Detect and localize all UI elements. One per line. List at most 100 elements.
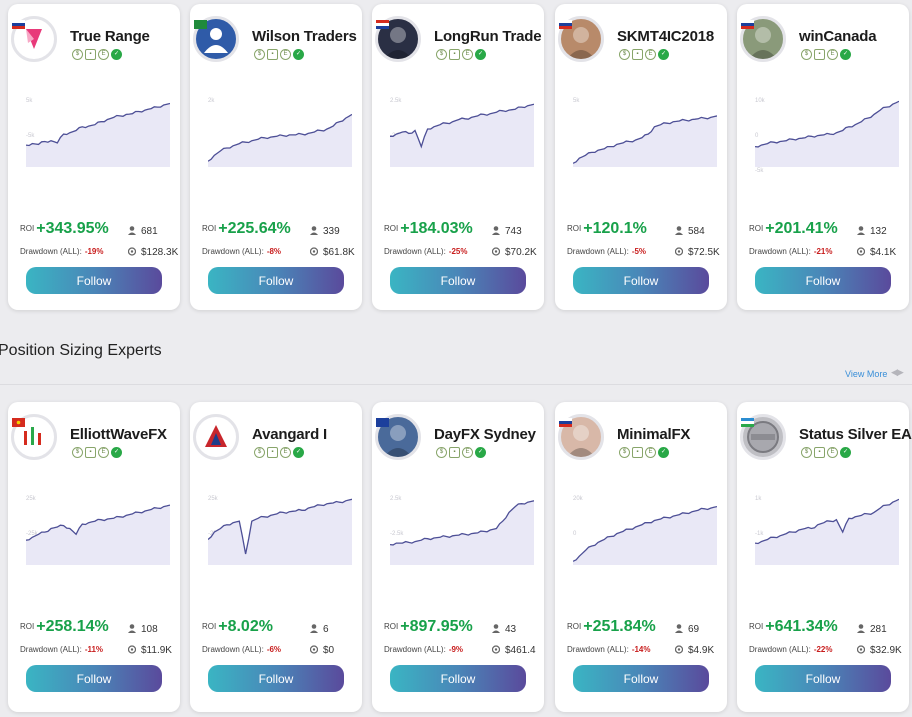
man-photo-icon: [567, 27, 595, 59]
money-icon: [492, 645, 500, 654]
aum-value: $32.9K: [870, 645, 902, 656]
axis-tick-label: 10k: [755, 98, 766, 104]
roi-label: ROI: [384, 622, 399, 631]
followers-stat: 743: [492, 226, 522, 237]
trader-card[interactable]: MinimalFX $ ▪ E ✓ 20k 0 ROI +251.84% Drawd…: [555, 402, 727, 712]
trader-name[interactable]: SKMT4IC2018: [617, 28, 715, 45]
axis-tick-label: 2.5k: [390, 496, 402, 502]
axis-tick-label: 5k: [573, 98, 580, 104]
trader-badges: $ ▪ E ✓: [801, 447, 851, 458]
person-icon: [310, 624, 318, 633]
trader-badges: $ ▪ E ✓: [72, 447, 122, 458]
roi-value: +897.95%: [400, 618, 473, 635]
verified-badge-icon: ✓: [111, 49, 122, 60]
money-icon: [675, 645, 683, 654]
trader-avatar[interactable]: [558, 414, 604, 460]
view-more-link[interactable]: View More: [845, 369, 888, 379]
drawdown-stat: Drawdown (ALL): -9%: [384, 645, 463, 654]
equity-area: [390, 104, 534, 167]
trader-card[interactable]: True Range $ ▪ E ✓ 5k -5k ROI +343.95% Dra…: [8, 4, 180, 310]
trader-avatar[interactable]: [740, 414, 786, 460]
roi-value: +225.64%: [218, 220, 291, 237]
country-flag-icon: [12, 418, 25, 427]
followers-stat: 281: [857, 624, 887, 635]
follow-button[interactable]: Follow: [755, 267, 891, 294]
follow-button[interactable]: Follow: [755, 665, 891, 692]
trader-avatar[interactable]: [193, 16, 239, 62]
trader-avatar[interactable]: [11, 16, 57, 62]
chart-badge-icon: ▪: [814, 447, 825, 458]
followers-stat: 132: [857, 226, 887, 237]
follow-button[interactable]: Follow: [26, 267, 162, 294]
followers-count: 584: [688, 226, 705, 237]
trader-card[interactable]: winCanada $ ▪ E ✓ 10k 0 -5k ROI +201.41% Dr…: [737, 4, 909, 310]
equity-area: [26, 505, 170, 565]
follow-button[interactable]: Follow: [26, 665, 162, 692]
trader-avatar[interactable]: [375, 16, 421, 62]
follow-button[interactable]: Follow: [573, 665, 709, 692]
chart-badge-icon: ▪: [449, 49, 460, 60]
trader-name[interactable]: MinimalFX: [617, 426, 691, 443]
roi-label: ROI: [202, 224, 217, 233]
equity-area: [208, 114, 352, 167]
follow-button[interactable]: Follow: [208, 267, 344, 294]
trader-name[interactable]: winCanada: [799, 28, 877, 45]
aum-stat: $4.1K: [857, 247, 896, 258]
aum-value: $461.4: [505, 645, 536, 656]
equity-chart: 2k: [208, 98, 352, 167]
followers-count: 108: [141, 624, 158, 635]
country-flag-icon: [376, 418, 389, 427]
follow-button[interactable]: Follow: [390, 665, 526, 692]
aum-stat: $61.8K: [310, 247, 355, 258]
drawdown-value: -6%: [266, 645, 282, 654]
equity-area: [26, 103, 170, 167]
person-icon: [675, 226, 683, 235]
trader-name[interactable]: LongRun Trade: [434, 28, 542, 45]
dollar-badge-icon: $: [801, 49, 812, 60]
trader-card[interactable]: DayFX Sydney $ ▪ E ✓ 2.5k -2.5k ROI +897.9…: [372, 402, 544, 712]
follow-button[interactable]: Follow: [390, 267, 526, 294]
trader-name[interactable]: Avangard I: [252, 426, 327, 443]
trader-name[interactable]: Status Silver EA: [799, 426, 912, 443]
chart-badge-icon: ▪: [449, 447, 460, 458]
trader-card[interactable]: Avangard I $ ▪ E ✓ 25k-25k ROI+8.02% Dra…: [190, 402, 362, 712]
equity-line: [208, 498, 352, 555]
equity-chart: 25k -25k: [26, 496, 170, 565]
trader-name[interactable]: DayFX Sydney: [434, 426, 536, 443]
verified-badge-icon: ✓: [658, 447, 669, 458]
follow-button[interactable]: Follow: [208, 665, 344, 692]
trader-card[interactable]: SKMT4IC2018 $ ▪ E ✓ 5k ROI +120.1% Drawdo…: [555, 4, 727, 310]
dollar-badge-icon: $: [72, 49, 83, 60]
trader-name[interactable]: ElliottWaveFX: [70, 426, 167, 443]
carousel-arrows[interactable]: ◀▶: [891, 367, 904, 377]
trader-card[interactable]: ElliottWaveFX $ ▪ E ✓ 25k -25k ROI +258.14…: [8, 402, 180, 712]
drawdown-label: Drawdown (ALL):: [20, 645, 82, 654]
drawdown-label: Drawdown (ALL):: [384, 645, 446, 654]
drawdown-stat: Drawdown (ALL): -14%: [567, 645, 651, 654]
dollar-badge-icon: $: [801, 447, 812, 458]
roi-value: +258.14%: [36, 618, 109, 635]
dark-photo-icon: [384, 27, 412, 59]
axis-tick-label: 0: [755, 133, 759, 139]
followers-stat: 69: [675, 624, 699, 635]
follow-button[interactable]: Follow: [573, 267, 709, 294]
trader-name[interactable]: Wilson Traders: [252, 28, 357, 45]
trader-card[interactable]: Wilson Traders $ ▪ E ✓ 2k ROI +225.64% Dr…: [190, 4, 362, 310]
aum-value: $4.9K: [688, 645, 715, 656]
trader-card[interactable]: LongRun Trade $ ▪ E ✓ 2.5k-2.5k ROI+184.…: [372, 4, 544, 310]
section-title: Position Sizing Experts: [0, 342, 162, 359]
trader-avatar[interactable]: [193, 414, 239, 460]
drawdown-label: Drawdown (ALL):: [749, 247, 811, 256]
dollar-badge-icon: $: [254, 49, 265, 60]
drawdown-stat: Drawdown (ALL): -21%: [749, 247, 833, 256]
trader-name[interactable]: True Range: [70, 28, 150, 45]
drawdown-value: -21%: [813, 247, 833, 256]
equity-line: [573, 505, 717, 562]
roi-value: +641.34%: [765, 618, 838, 635]
person-icon: [675, 624, 683, 633]
chart-badge-icon: ▪: [267, 49, 278, 60]
candle-logo-icon: [24, 427, 41, 445]
equity-line: [755, 498, 899, 545]
axis-tick-label: -1k: [755, 531, 764, 537]
trader-card[interactable]: Status Silver EA $ ▪ E ✓ 1k -1k ROI +641.3…: [737, 402, 912, 712]
